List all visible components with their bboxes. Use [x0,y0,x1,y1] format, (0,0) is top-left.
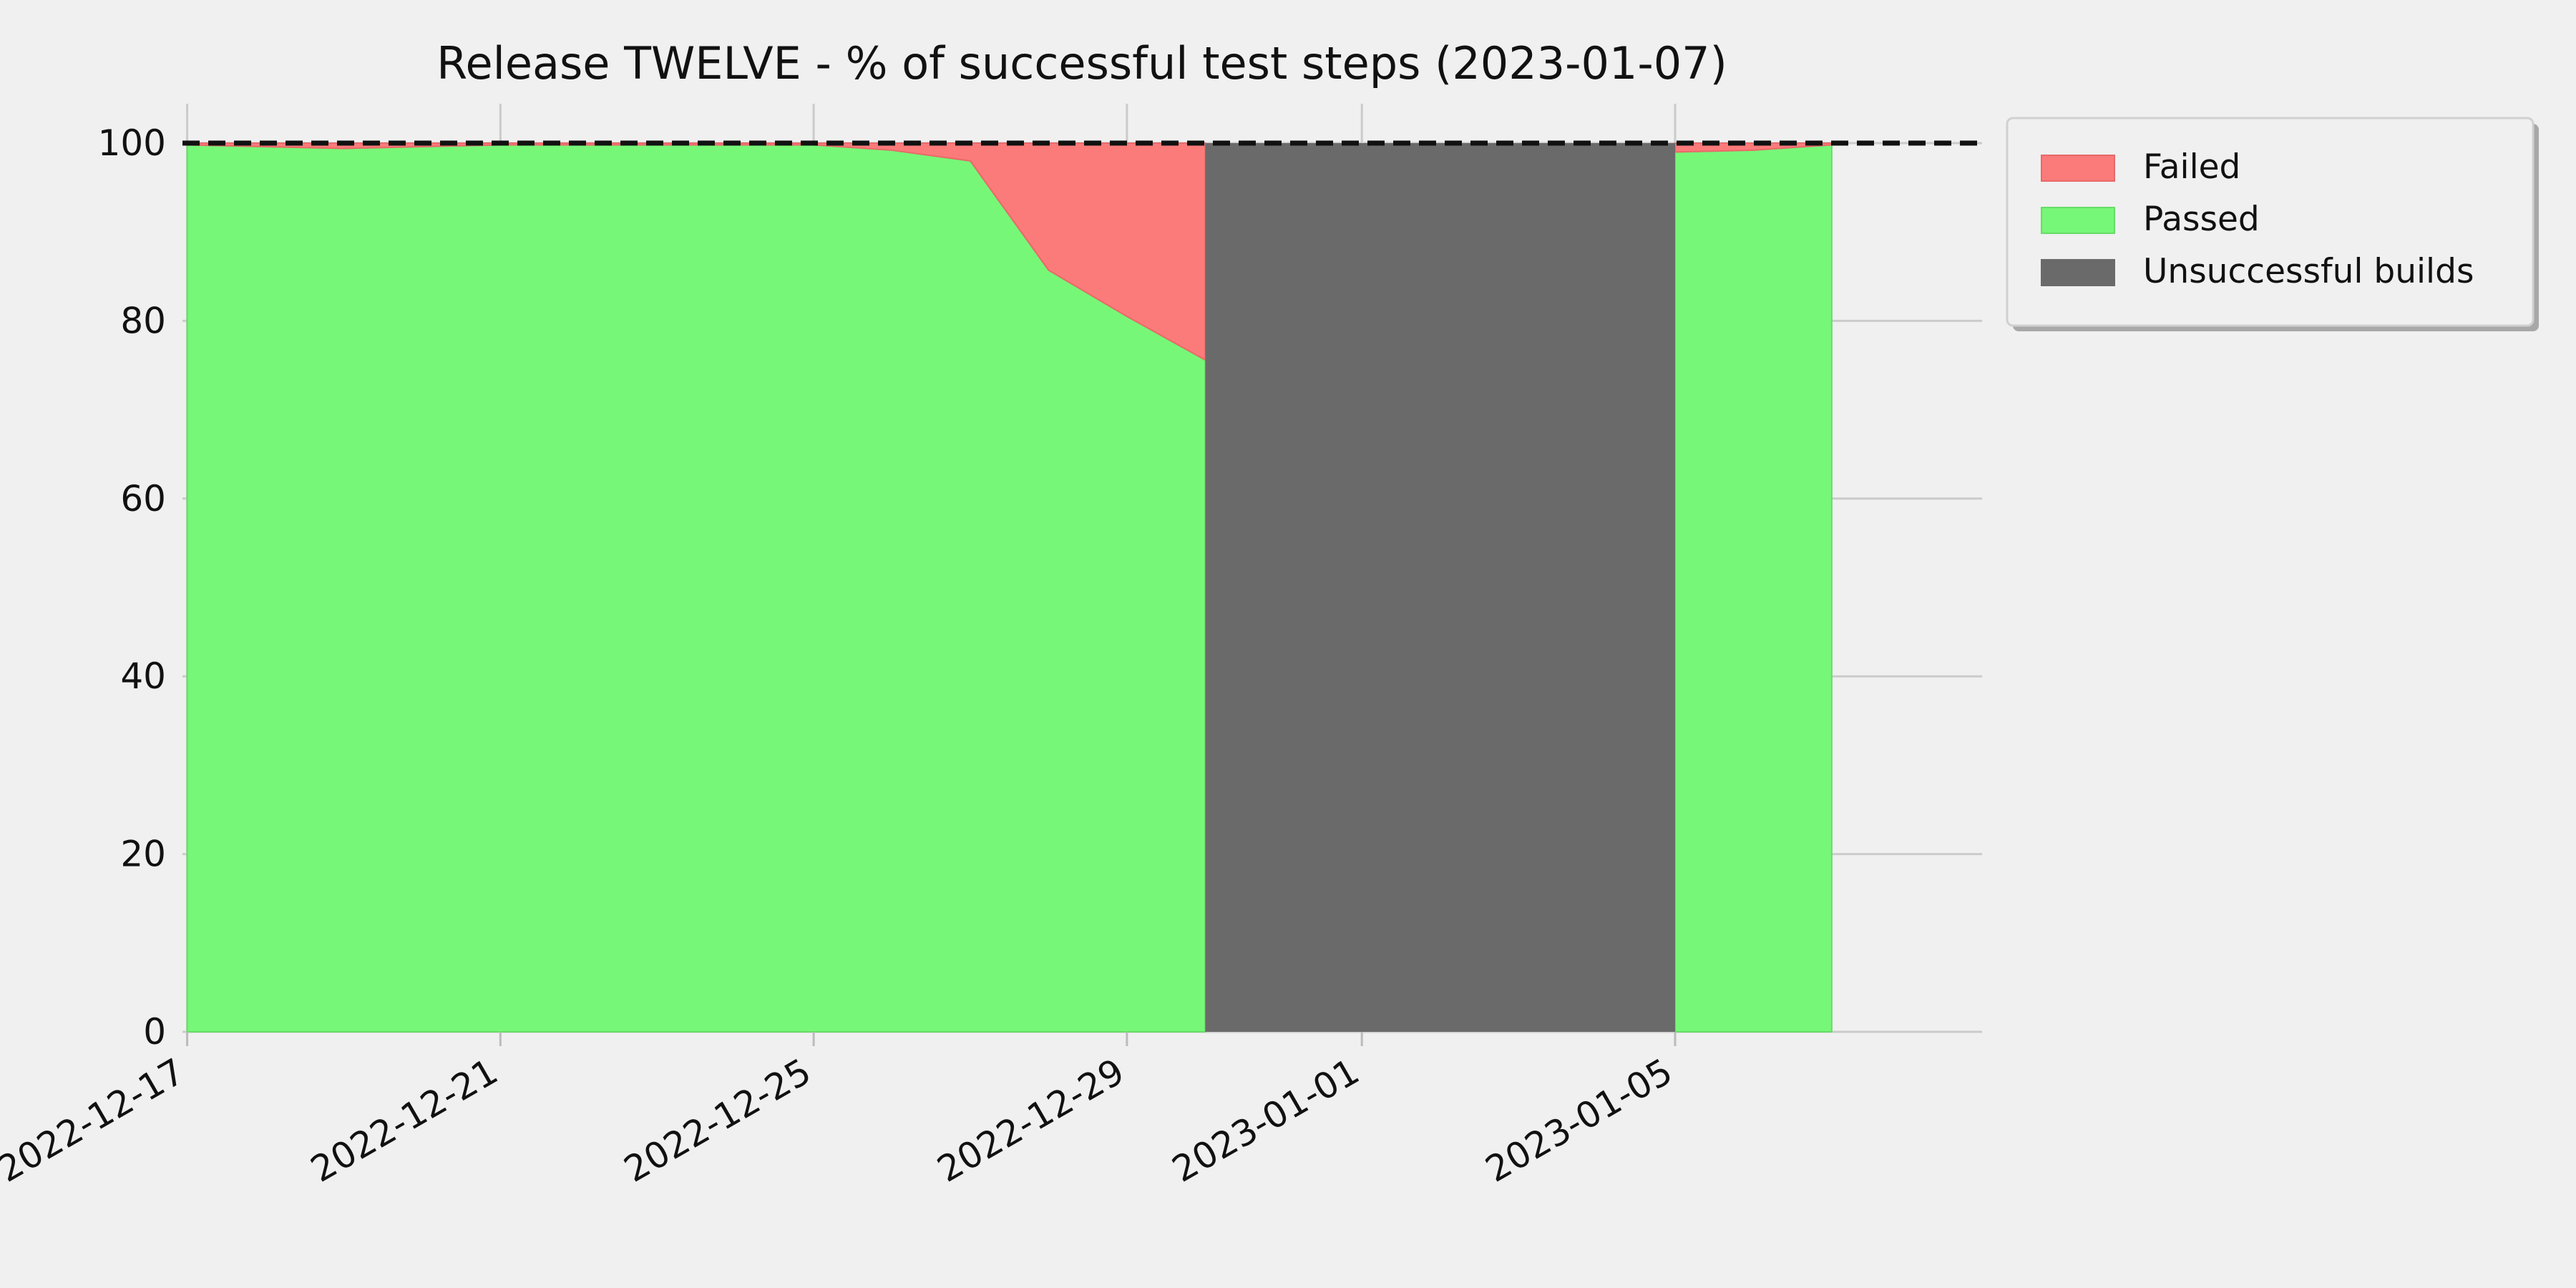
legend-label: Unsuccessful builds [2143,252,2474,291]
y-tick-label: 100 [98,122,166,164]
y-tick-label: 60 [120,478,166,519]
y-tick-label: 0 [143,1011,166,1053]
y-tick-label: 40 [120,655,166,697]
legend-box [2006,117,2534,327]
x-tick-label: 2022-12-29 [930,1050,1131,1191]
y-tick-label: 20 [120,834,166,875]
legend-swatch [2041,155,2115,182]
legend-label: Failed [2143,147,2240,187]
legend: Failed Passed Unsuccessful builds [2006,117,2539,331]
x-tick-label: 2022-12-25 [617,1050,818,1191]
y-tick-label: 80 [120,300,166,341]
legend-label: Passed [2143,200,2260,239]
legend-swatch [2041,207,2115,234]
passed-area [1674,144,1833,1033]
x-tick-label: 2022-12-17 [0,1050,192,1191]
legend-swatch [2041,259,2115,286]
chart-title: Release TWELVE - % of successful test st… [436,37,1727,89]
area-layer [186,142,1833,1033]
x-tick-label: 2022-12-21 [304,1050,505,1191]
x-tick-label: 2023-01-05 [1478,1050,1679,1191]
passed-area [186,144,1206,1033]
unsuccessful-builds-bar [1205,143,1675,1032]
x-tick-label: 2023-01-01 [1166,1050,1367,1191]
